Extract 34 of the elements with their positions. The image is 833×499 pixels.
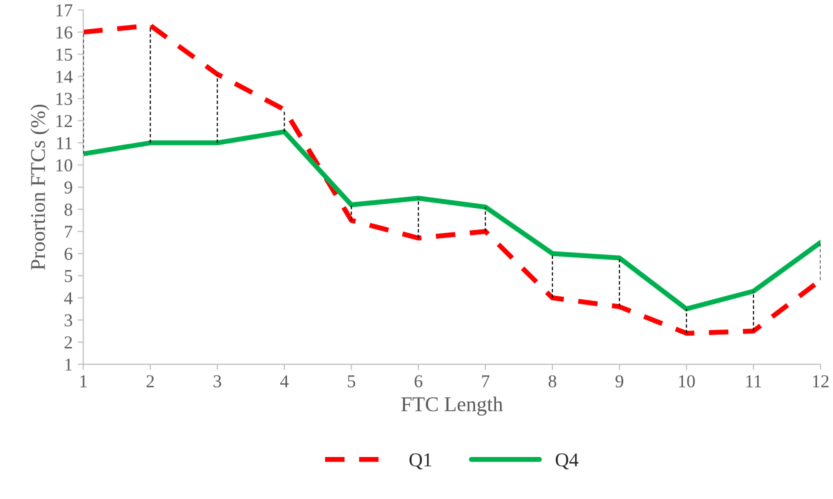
y-tick-label: 16	[56, 26, 72, 39]
x-tick-label: 1	[80, 375, 87, 388]
x-tick-label: 8	[548, 375, 556, 388]
y-tick-label: 3	[64, 314, 72, 326]
y-tick-label: 7	[65, 226, 72, 238]
y-tick-label: 15	[56, 48, 72, 61]
y-tick-label: 5	[64, 270, 72, 282]
y-tick-label: 9	[64, 181, 72, 194]
x-tick-label: 5	[348, 375, 356, 388]
y-tick-label: 17	[56, 4, 72, 16]
x-tick-label: 3	[214, 375, 222, 388]
y-tick-label: 6	[64, 248, 72, 260]
x-tick-label: 2	[146, 375, 154, 388]
y-tick-label: 12	[56, 115, 72, 127]
x-tick-label: 6	[414, 375, 422, 388]
x-tick-label: 11	[746, 375, 762, 388]
y-tick-label: 1	[65, 358, 72, 371]
x-tick-label: 10	[679, 375, 695, 388]
y-tick-label: 13	[56, 92, 72, 105]
y-tick-label: 8	[64, 204, 72, 216]
y-tick-label: 2	[64, 336, 72, 348]
x-axis-title: FTC Length	[401, 396, 503, 416]
legend-label: Q1	[409, 453, 432, 470]
legend-label: Q4	[556, 453, 578, 470]
y-tick-label: 14	[56, 70, 73, 83]
line-series	[83, 129, 821, 312]
x-tick-label: 4	[280, 375, 289, 388]
y-tick-label: 10	[56, 159, 72, 172]
y-axis-title: Proortion FTCs (%)	[30, 104, 50, 270]
x-tick-label: 7	[482, 375, 490, 388]
x-tick-label: 12	[813, 375, 829, 388]
x-tick-label: 9	[616, 375, 624, 388]
y-tick-label: 11	[57, 137, 72, 150]
y-tick-label: 4	[64, 292, 73, 304]
